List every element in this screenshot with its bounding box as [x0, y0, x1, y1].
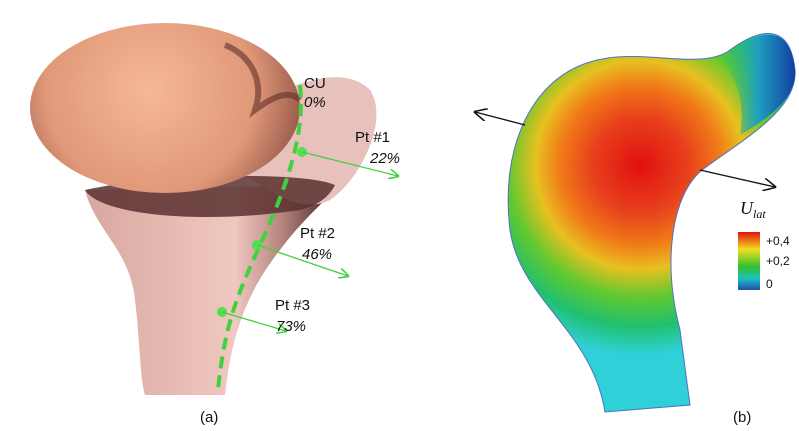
- point-name: Pt #2: [300, 225, 335, 242]
- point-percent: 73%: [276, 318, 306, 335]
- panel-a: CU 0% Pt #1 22% Pt #2 46% Pt #3 73% (a): [30, 23, 400, 426]
- colorbar-title: Ulat: [740, 198, 766, 221]
- figure: CU 0% Pt #1 22% Pt #2 46% Pt #3 73% (a) …: [0, 0, 799, 431]
- arrow: [475, 112, 525, 125]
- panel-b: Ulat +0,4 +0,2 0 (b): [475, 33, 795, 426]
- colorbar-tick: 0: [766, 277, 773, 291]
- colorbar-tick: +0,2: [766, 254, 790, 268]
- symbol: U: [740, 198, 754, 218]
- panel-label: (a): [200, 409, 218, 426]
- colorbar-tick: +0,4: [766, 234, 790, 248]
- arrow: [700, 170, 775, 187]
- subscript: lat: [753, 207, 766, 221]
- point-percent: 22%: [369, 150, 400, 167]
- colorbar: [738, 232, 760, 290]
- point-percent: 0%: [304, 94, 326, 111]
- point-name: Pt #3: [275, 297, 310, 314]
- point-percent: 46%: [302, 246, 332, 263]
- point-name: CU: [304, 75, 326, 92]
- panel-label: (b): [733, 409, 751, 426]
- point-name: Pt #1: [355, 129, 390, 146]
